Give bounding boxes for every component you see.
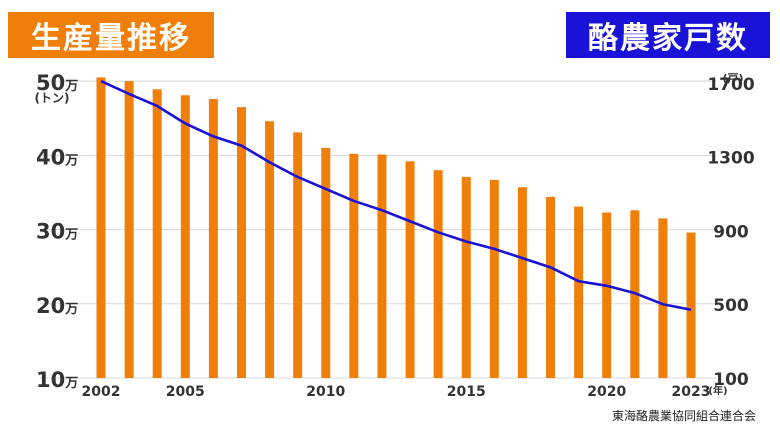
x-tick-label: 2002 xyxy=(82,384,121,400)
line-layer xyxy=(100,79,692,312)
right-chart-title: 酪農家戸数 xyxy=(566,12,770,58)
right-tick-label: 1300 xyxy=(707,149,754,169)
production-bar xyxy=(208,98,218,378)
x-tick-label: 2010 xyxy=(306,384,345,400)
production-bar xyxy=(517,187,527,378)
bar-layer xyxy=(96,77,696,379)
axis-layer: 50万 40万 30万 20万 10万 1700 1300 900 500 100 2002 2005… xyxy=(36,71,755,400)
left-tick-label: 10万 xyxy=(36,368,78,392)
right-tick-label: 900 xyxy=(713,222,749,242)
production-bar xyxy=(180,95,190,378)
production-bar xyxy=(405,161,415,378)
x-tick-label: 2020 xyxy=(587,384,626,400)
left-axis-unit: (トン) xyxy=(35,91,70,105)
right-axis-unit: (戸) xyxy=(722,72,743,85)
right-tick-label: 1700 xyxy=(707,75,754,95)
left-tick-label: 50万 xyxy=(36,71,78,95)
right-tick-label: 500 xyxy=(713,296,749,316)
production-bar xyxy=(152,89,162,378)
production-bar xyxy=(377,154,387,378)
production-bar xyxy=(602,212,612,378)
production-bar xyxy=(124,81,134,378)
x-tick-label: 2015 xyxy=(447,384,486,400)
farmer-count-line xyxy=(100,79,692,312)
right-tick-label: 100 xyxy=(713,370,749,390)
source-credit: 東海酪農業協同組合連合会 xyxy=(612,408,756,423)
production-bar xyxy=(265,121,275,378)
production-bar xyxy=(686,232,696,378)
production-bar xyxy=(293,132,303,378)
x-tick-label: 2023 xyxy=(672,384,711,400)
production-bar xyxy=(461,176,471,378)
production-bar xyxy=(658,218,668,378)
left-tick-label: 20万 xyxy=(36,294,78,318)
x-tick-label: 2005 xyxy=(166,384,205,400)
production-bar xyxy=(574,206,584,378)
production-bar xyxy=(236,107,246,379)
production-bar xyxy=(349,153,359,378)
production-bar xyxy=(321,147,331,378)
production-bar xyxy=(489,179,499,378)
production-bar xyxy=(433,170,443,378)
production-bar xyxy=(96,77,106,378)
left-tick-label: 40万 xyxy=(36,145,78,169)
left-tick-label: 30万 xyxy=(36,220,78,244)
left-chart-title: 生産量推移 xyxy=(8,12,214,58)
production-bar xyxy=(546,196,556,378)
x-axis-unit: (年) xyxy=(708,384,727,397)
